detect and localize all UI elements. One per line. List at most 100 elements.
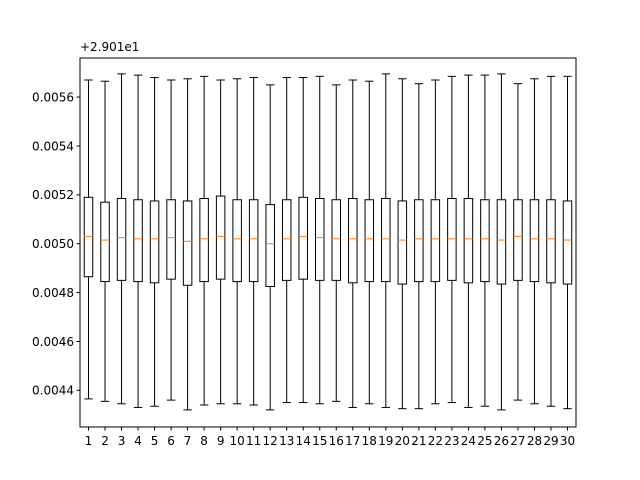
- iqr-box: [529, 199, 540, 283]
- iqr-box: [215, 195, 226, 280]
- iqr-box: [513, 199, 523, 281]
- box-group-7: [182, 78, 193, 411]
- x-tick-label: 14: [296, 434, 311, 448]
- iqr-box: [265, 204, 275, 287]
- x-tick-label: 10: [230, 434, 245, 448]
- y-tick-label: 0.0048: [32, 286, 74, 300]
- box-group-25: [480, 74, 490, 407]
- box-group-21: [414, 83, 424, 410]
- iqr-box: [348, 198, 358, 284]
- box-group-5: [149, 77, 160, 407]
- x-tick-label: 16: [329, 434, 344, 448]
- iqr-box: [447, 198, 457, 281]
- box-group-1: [83, 79, 94, 400]
- x-tick-label: 8: [200, 434, 208, 448]
- x-tick-label: 29: [543, 434, 558, 448]
- iqr-box: [100, 201, 110, 283]
- box-group-2: [100, 80, 110, 402]
- x-tick-label: 12: [263, 434, 278, 448]
- y-tick-label: 0.0046: [32, 335, 74, 349]
- box-group-16: [331, 84, 342, 402]
- box-group-15: [314, 75, 325, 405]
- x-tick-label: 24: [461, 434, 476, 448]
- y-tick-label: 0.0052: [32, 188, 74, 202]
- iqr-box: [562, 200, 573, 285]
- iqr-box: [546, 199, 556, 284]
- x-tick-label: 20: [395, 434, 410, 448]
- axes-frame: [79, 57, 577, 428]
- x-tick-label: 2: [101, 434, 109, 448]
- y-offset-label: +2.901e1: [80, 40, 139, 54]
- box-group-22: [430, 79, 441, 405]
- x-axis: 1 2 3 4 5 6 7 8 9 10 11 12 13 14 15 16 17 18 19 20 21 22 23 24 2…: [85, 427, 575, 448]
- box-group-12: [265, 84, 275, 411]
- iqr-box: [463, 198, 474, 284]
- box-group-19: [381, 73, 391, 408]
- box-group-13: [281, 77, 292, 404]
- y-tick-label: 0.0056: [32, 90, 74, 104]
- y-tick-label: 0.0044: [32, 384, 74, 398]
- box-group-8: [199, 75, 209, 406]
- x-tick-label: 13: [279, 434, 294, 448]
- iqr-box: [133, 199, 143, 283]
- box-group-27: [513, 83, 523, 401]
- iqr-box: [496, 199, 507, 285]
- x-tick-label: 11: [246, 434, 261, 448]
- x-tick-label: 26: [494, 434, 509, 448]
- iqr-box: [83, 196, 94, 278]
- box-group-3: [116, 73, 127, 405]
- x-tick-label: 15: [312, 434, 327, 448]
- x-tick-label: 6: [167, 434, 175, 448]
- iqr-box: [314, 198, 325, 281]
- x-tick-label: 9: [217, 434, 225, 448]
- iqr-box: [397, 200, 408, 285]
- iqr-box: [149, 200, 160, 284]
- iqr-box: [381, 198, 391, 283]
- box-group-14: [298, 77, 308, 404]
- y-tick-label: 0.0050: [32, 237, 74, 251]
- box-group-23: [447, 75, 457, 404]
- x-tick-label: 5: [151, 434, 159, 448]
- x-tick-label: 25: [477, 434, 492, 448]
- iqr-box: [331, 199, 342, 281]
- box-group-24: [463, 74, 474, 408]
- x-tick-label: 7: [184, 434, 192, 448]
- box-group-4: [133, 74, 143, 408]
- iqr-box: [430, 199, 441, 283]
- box-group-20: [397, 78, 408, 410]
- x-tick-label: 27: [510, 434, 525, 448]
- box-group-9: [215, 79, 226, 405]
- iqr-box: [298, 196, 308, 280]
- box-group-10: [232, 78, 242, 405]
- iqr-box: [199, 198, 209, 283]
- box-group-18: [364, 80, 375, 405]
- x-tick-label: 18: [362, 434, 377, 448]
- x-tick-label: 17: [345, 434, 360, 448]
- iqr-box: [232, 199, 242, 283]
- x-tick-label: 23: [444, 434, 459, 448]
- iqr-box: [414, 199, 424, 283]
- plot-area: [83, 73, 573, 411]
- x-tick-label: 30: [560, 434, 575, 448]
- iqr-box: [166, 199, 176, 280]
- iqr-box: [480, 199, 490, 283]
- box-group-11: [248, 77, 259, 406]
- box-group-30: [562, 75, 573, 410]
- iqr-box: [182, 200, 193, 286]
- iqr-box: [248, 199, 259, 283]
- x-tick-label: 3: [118, 434, 126, 448]
- box-group-6: [166, 79, 176, 401]
- y-axis: 0.0044 0.0046 0.0048 0.0050 0.0052 0.0054 0.00…: [32, 90, 80, 398]
- iqr-box: [116, 198, 127, 281]
- iqr-box: [364, 199, 375, 283]
- x-tick-label: 4: [134, 434, 142, 448]
- x-tick-label: 22: [428, 434, 443, 448]
- box-group-28: [529, 78, 540, 405]
- x-tick-label: 1: [85, 434, 93, 448]
- x-tick-label: 28: [527, 434, 542, 448]
- iqr-box: [281, 199, 292, 281]
- x-tick-label: 19: [378, 434, 393, 448]
- box-group-26: [496, 73, 507, 411]
- box-group-17: [348, 79, 358, 408]
